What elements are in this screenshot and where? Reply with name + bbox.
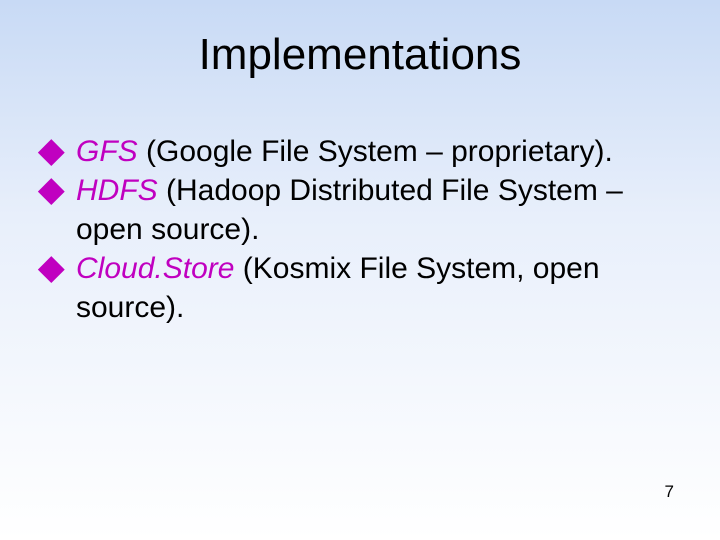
- slide-title: Implementations: [0, 30, 720, 80]
- bullet-text: (Google File System – proprietary).: [138, 135, 613, 168]
- slide-body: GFS (Google File System – proprietary). …: [42, 132, 678, 327]
- bullet-term: HDFS: [76, 174, 158, 207]
- diamond-bullet-icon: [38, 140, 64, 166]
- bullet-item: HDFS (Hadoop Distributed File System – o…: [42, 171, 678, 249]
- bullet-term: GFS: [76, 135, 138, 168]
- bullet-term: Cloud.Store: [76, 252, 234, 285]
- diamond-bullet-icon: [38, 257, 64, 283]
- diamond-bullet-icon: [38, 179, 64, 205]
- bullet-item: Cloud.Store (Kosmix File System, open so…: [42, 249, 678, 327]
- bullet-text: (Hadoop Distributed File System – open s…: [76, 174, 623, 246]
- bullet-item: GFS (Google File System – proprietary).: [42, 132, 678, 171]
- slide: Implementations GFS (Google File System …: [0, 0, 720, 540]
- page-number: 7: [665, 482, 674, 502]
